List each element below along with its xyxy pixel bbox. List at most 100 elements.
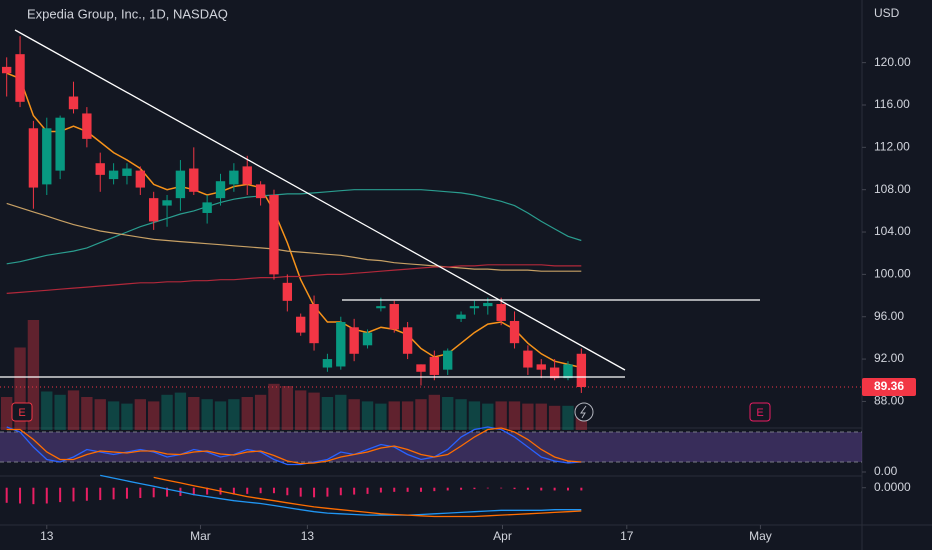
macd-histogram-bar (45, 487, 48, 504)
macd-histogram-bar (259, 487, 262, 494)
macd-histogram-bar (473, 487, 476, 490)
candle-body (309, 304, 319, 344)
last-price-box (862, 378, 916, 397)
macd-histogram-bar (513, 487, 516, 490)
volume-bar (14, 347, 26, 430)
volume-bar (1, 397, 13, 430)
candle-body (189, 168, 199, 192)
candle-body (496, 304, 506, 321)
macd-histogram-bar (366, 487, 369, 494)
moving-average (6, 264, 582, 294)
candle-body (215, 181, 226, 199)
volume-bar (508, 401, 521, 430)
macd-histogram-bar (500, 487, 503, 489)
candle-body (162, 200, 172, 206)
macd-histogram-bar (299, 487, 302, 497)
volume-bar (27, 320, 40, 430)
candle-body (269, 194, 279, 275)
earnings-badge[interactable] (11, 402, 33, 422)
macd-histogram-bar (540, 487, 543, 491)
macd-histogram-bar (406, 487, 409, 492)
volume-bar (54, 394, 66, 430)
volume-bar (562, 405, 574, 430)
candle-body (349, 327, 359, 354)
candle-body (376, 306, 386, 309)
volume-bar (535, 403, 547, 430)
x-tick-label: Apr (493, 529, 512, 543)
candle-body (536, 364, 546, 370)
dividend-icon[interactable] (574, 402, 594, 422)
y-tick-label: 92.00 (874, 351, 904, 365)
candle-body (509, 320, 520, 344)
candle-body (242, 166, 252, 185)
candle-body (336, 322, 346, 367)
volume-bar (335, 394, 347, 430)
volume-bar (107, 401, 120, 430)
macd-histogram-bar (353, 487, 356, 495)
signal-line (153, 476, 582, 518)
last-price-label: 89.36 (874, 379, 904, 393)
volume-bar (254, 394, 267, 430)
macd-line (100, 474, 582, 516)
candle-body (362, 332, 373, 346)
y-tick-label: 96.00 (874, 309, 904, 323)
candle-body (576, 353, 587, 388)
volume-bar (442, 397, 454, 430)
macd-histogram-bar (553, 487, 556, 491)
volume-bar (468, 401, 481, 430)
candle-body (68, 96, 79, 110)
earnings-marker: E (756, 407, 763, 419)
moving-average (6, 202, 582, 272)
macd-histogram-bar (313, 487, 316, 498)
candle-body (322, 359, 333, 368)
candle-body (469, 306, 480, 309)
x-tick-label: Mar (190, 529, 211, 543)
earnings-badge[interactable] (749, 402, 771, 422)
candle-body (135, 170, 146, 188)
volume-bar (174, 392, 187, 430)
volume-bar (375, 403, 387, 430)
macd-histogram-bar (112, 487, 115, 500)
candle-body (429, 356, 440, 375)
candle-body (2, 66, 12, 74)
volume-bar (321, 397, 334, 430)
volume-bar (81, 397, 93, 430)
moving-average (6, 189, 582, 265)
stoch-k (6, 426, 582, 466)
candle-body (456, 314, 466, 319)
x-tick-label: May (749, 529, 772, 543)
volume-bar (188, 397, 200, 430)
x-tick-label: 17 (620, 529, 634, 543)
stoch-tick-label: 0.00 (874, 464, 898, 478)
candle-body (549, 367, 560, 379)
macd-histogram-bar (566, 487, 569, 491)
candle-body (55, 117, 65, 171)
y-tick-label: 104.00 (874, 224, 911, 238)
volume-bar (268, 383, 280, 430)
currency: USD (874, 6, 900, 20)
macd-histogram-bar (166, 487, 169, 497)
lightning-icon (580, 405, 587, 419)
candle-body (416, 364, 426, 372)
candle-body (149, 198, 159, 222)
macd-histogram-bar (206, 487, 209, 495)
macd-histogram-bar (446, 487, 449, 491)
macd-histogram-bar (580, 487, 583, 491)
macd-tick-label: 0.0000 (874, 480, 911, 494)
moving-average (6, 72, 582, 369)
y-tick-label: 108.00 (874, 182, 911, 196)
candle-body (15, 54, 25, 102)
volume-bar (295, 390, 307, 430)
earnings-marker: E (18, 407, 25, 419)
macd-histogram-bar (5, 487, 8, 503)
x-tick-label: 13 (301, 529, 315, 543)
macd-histogram-bar (192, 487, 195, 496)
volume-bar (455, 399, 467, 430)
candle-body (229, 170, 239, 185)
macd-histogram-bar (139, 487, 142, 498)
candle-body (523, 350, 533, 368)
macd-histogram-bar (393, 487, 396, 492)
volume-bar (482, 403, 494, 430)
